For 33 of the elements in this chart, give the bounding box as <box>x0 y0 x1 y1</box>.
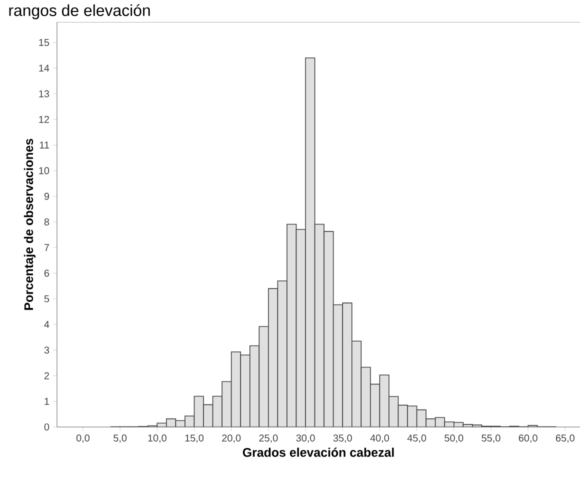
x-tick-label: 25,0 <box>259 434 278 443</box>
y-tick-label: 8 <box>44 218 50 226</box>
y-tick-label: 12 <box>39 116 49 123</box>
x-tick-label: 15,0 <box>185 434 204 443</box>
y-tick-label: 4 <box>44 321 50 328</box>
y-tick-label: 0 <box>44 423 50 431</box>
y-tick-label: 3 <box>44 346 50 354</box>
x-tick-label: 10,0 <box>148 434 166 443</box>
x-tick-label: 45,0 <box>407 434 426 443</box>
x-tick-label: 5,0 <box>114 434 127 443</box>
chart-title: rangos de elevación <box>9 4 150 20</box>
y-tick-label: 15 <box>39 39 50 46</box>
x-tick-label: 40,0 <box>370 434 390 443</box>
y-tick-label: 14 <box>39 64 50 72</box>
x-tick-label: 60,0 <box>518 434 538 443</box>
x-tick-label: 55,0 <box>482 434 500 443</box>
x-axis-title: Grados elevación cabezal <box>242 448 394 457</box>
y-axis-title: Porcentaje de observaciones <box>24 138 36 310</box>
y-tick-label: 6 <box>44 270 50 277</box>
x-tick-label: 65,0 <box>556 434 574 443</box>
x-tick-label: 0,0 <box>76 434 90 443</box>
y-tick-label: 9 <box>44 192 50 200</box>
y-tick-label: 5 <box>44 295 50 302</box>
x-tick-label: 30,0 <box>296 434 315 443</box>
x-tick-label: 20,0 <box>222 434 241 443</box>
y-tick-label: 7 <box>44 244 49 251</box>
y-tick-label: 11 <box>40 142 49 148</box>
y-tick-label: 1 <box>44 398 49 405</box>
y-tick-label: 10 <box>39 167 50 174</box>
x-tick-label: 50,0 <box>444 434 464 443</box>
y-tick-label: 2 <box>44 372 49 380</box>
y-tick-label: 13 <box>39 90 50 98</box>
x-tick-label: 35,0 <box>333 434 352 443</box>
